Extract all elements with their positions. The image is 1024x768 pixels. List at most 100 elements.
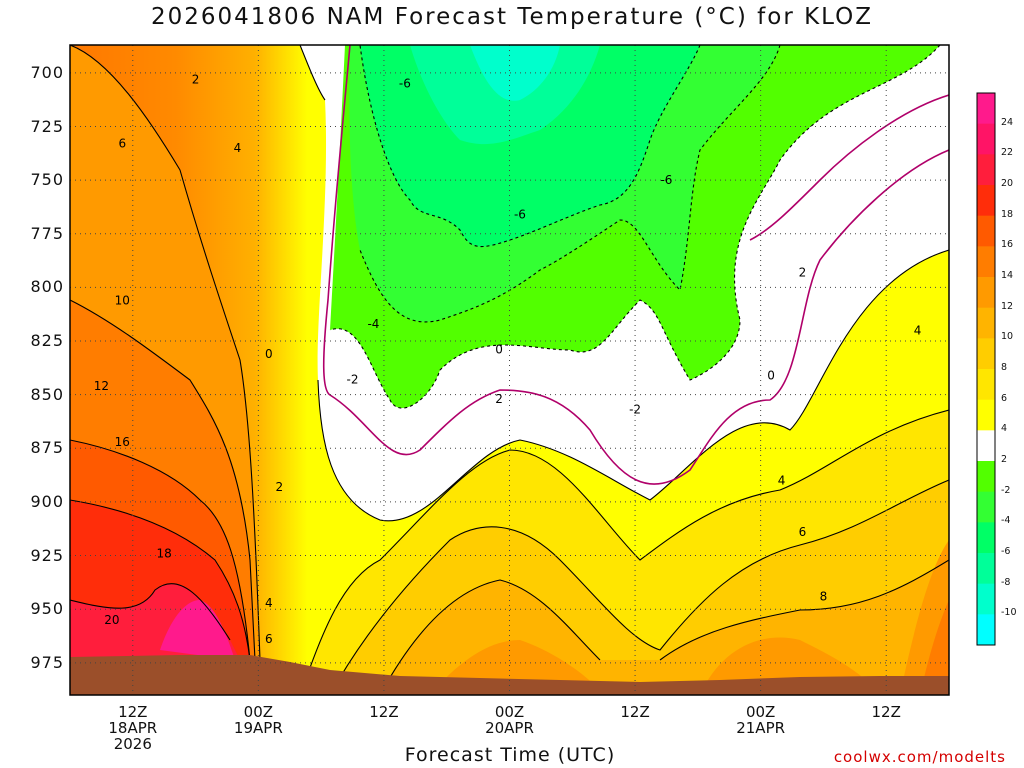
contour-label: 12 <box>94 379 109 393</box>
freezing-line-0-upper <box>749 94 949 241</box>
x-tick-time: 00Z <box>745 703 776 721</box>
contour-label: 0 <box>767 368 775 382</box>
temp-band-22 <box>160 600 235 660</box>
y-tick-label: 950 <box>30 599 64 619</box>
y-tick-label: 800 <box>30 277 64 297</box>
y-tick-label: 875 <box>30 438 64 458</box>
x-tick-label: 00Z 20APR <box>470 704 550 736</box>
x-tick-year: 2026 <box>113 735 152 753</box>
y-tick-label: 925 <box>30 545 64 565</box>
colorbar-swatch <box>977 522 995 554</box>
colorbar-tick-label: -10 <box>1001 607 1017 619</box>
contour-label: 4 <box>778 473 786 487</box>
site-credit[interactable]: coolwx.com/modelts <box>833 748 1006 766</box>
colorbar <box>977 93 995 646</box>
contour-lines-dashed <box>329 45 941 409</box>
x-tick-label: 12Z 18APR 2026 <box>93 704 173 752</box>
x-tick-time: 00Z <box>494 703 525 721</box>
contour-line-18 <box>70 499 251 661</box>
contour-line-8 <box>379 559 949 695</box>
colorbar-swatch <box>977 430 995 462</box>
colorbar-swatch <box>977 338 995 370</box>
contour-label: 2 <box>275 480 283 494</box>
colorbar-tick-label: 4 <box>1001 423 1008 435</box>
colorbar-swatch <box>977 185 995 217</box>
y-tick-label: 900 <box>30 491 64 511</box>
y-tick-label: 850 <box>30 384 64 404</box>
contour-label: 18 <box>157 546 172 560</box>
colorbar-tick-label: 8 <box>1001 362 1008 373</box>
colorbar-tick-label: 14 <box>1001 270 1014 281</box>
contour-label: 6 <box>799 525 807 539</box>
colorbar-swatch <box>977 123 995 155</box>
colorbar-tick-label: 16 <box>1001 239 1014 251</box>
contour-label: -6 <box>660 173 672 187</box>
contour-lines <box>70 45 949 695</box>
colorbar-tick-label: 24 <box>1001 116 1014 128</box>
colorbar-swatch <box>977 93 995 125</box>
contour-line-2 <box>299 45 326 101</box>
colorbar-swatch <box>977 307 995 339</box>
temp-band-10 <box>430 540 949 695</box>
colorbar-tick-label: 20 <box>1001 178 1014 189</box>
contour-label: 2 <box>495 392 503 406</box>
y-tick-label: 700 <box>30 62 64 82</box>
contour-label: 16 <box>115 435 130 449</box>
contour-line-10 <box>70 45 261 661</box>
y-tick-label: 750 <box>30 170 64 190</box>
contour-label: 2 <box>799 265 807 279</box>
contour-labels: -6 -6 -6 -4 -2 -2 0 0 0 2 2 2 2 4 4 4 4 6 6 6 8 10 12 16 18 20 <box>94 72 922 646</box>
colorbar-swatch <box>977 369 995 401</box>
y-tick-label: 975 <box>30 652 64 672</box>
x-tick-date: 21APR <box>736 719 786 737</box>
colorbar-tick-label: 22 <box>1001 147 1014 159</box>
page-title: 2026041806 NAM Forecast Temperature (°C)… <box>150 4 874 30</box>
colorbar-swatch <box>977 246 995 278</box>
contour-label: -2 <box>347 373 359 387</box>
y-tick-label: 825 <box>30 331 64 351</box>
terrain-ground <box>70 655 949 695</box>
contour-label: 10 <box>115 293 130 307</box>
colorbar-swatch <box>977 215 995 247</box>
colorbar-tick-label: -4 <box>1001 515 1011 527</box>
plot-frame <box>69 44 950 696</box>
contour-line-minus-4 <box>329 45 941 409</box>
contour-line-2-lower <box>317 249 949 522</box>
x-axis-title: Forecast Time (UTC) <box>404 744 616 766</box>
x-tick-date: 19APR <box>233 719 283 737</box>
colorbar-swatch <box>977 461 995 493</box>
colorbar-tick-label: -2 <box>1001 484 1011 496</box>
colorbar-swatch <box>977 154 995 186</box>
contour-label: -6 <box>399 77 411 91</box>
contour-label: -6 <box>514 207 526 221</box>
x-tick-date: 20APR <box>485 719 534 737</box>
contour-label: 4 <box>265 596 273 610</box>
contour-line-minus-6 <box>359 45 781 323</box>
contour-label: 4 <box>914 323 922 337</box>
x-tick-label: 12Z <box>344 704 424 720</box>
contour-label: 8 <box>820 589 828 603</box>
contour-label: 20 <box>104 613 119 627</box>
contour-line-4 <box>299 409 949 695</box>
freezing-line <box>322 45 949 485</box>
colorbar-tick-label: -6 <box>1001 546 1011 557</box>
colorbar-swatch <box>977 553 995 585</box>
x-tick-label: 12Z <box>595 704 675 720</box>
contour-line-16 <box>70 439 251 661</box>
contour-label: 6 <box>265 632 273 646</box>
contour-label: 0 <box>495 343 503 357</box>
contour-line-14 <box>70 299 256 661</box>
x-tick-label: 12Z <box>846 704 926 720</box>
colorbar-tick-label: 6 <box>1001 392 1008 404</box>
contour-label: -4 <box>367 317 379 331</box>
colorbar-swatch <box>977 399 995 431</box>
colorbar-swatch <box>977 614 995 646</box>
x-tick-label: 00Z 19APR <box>218 704 298 736</box>
contour-line-20 <box>70 583 231 641</box>
contour-label: 6 <box>119 137 127 151</box>
x-tick-date: 18APR <box>108 719 158 737</box>
colorbar-tick-label: 12 <box>1001 300 1014 312</box>
colorbar-swatch <box>977 277 995 309</box>
colorbar-tick-label: -8 <box>1001 576 1011 588</box>
